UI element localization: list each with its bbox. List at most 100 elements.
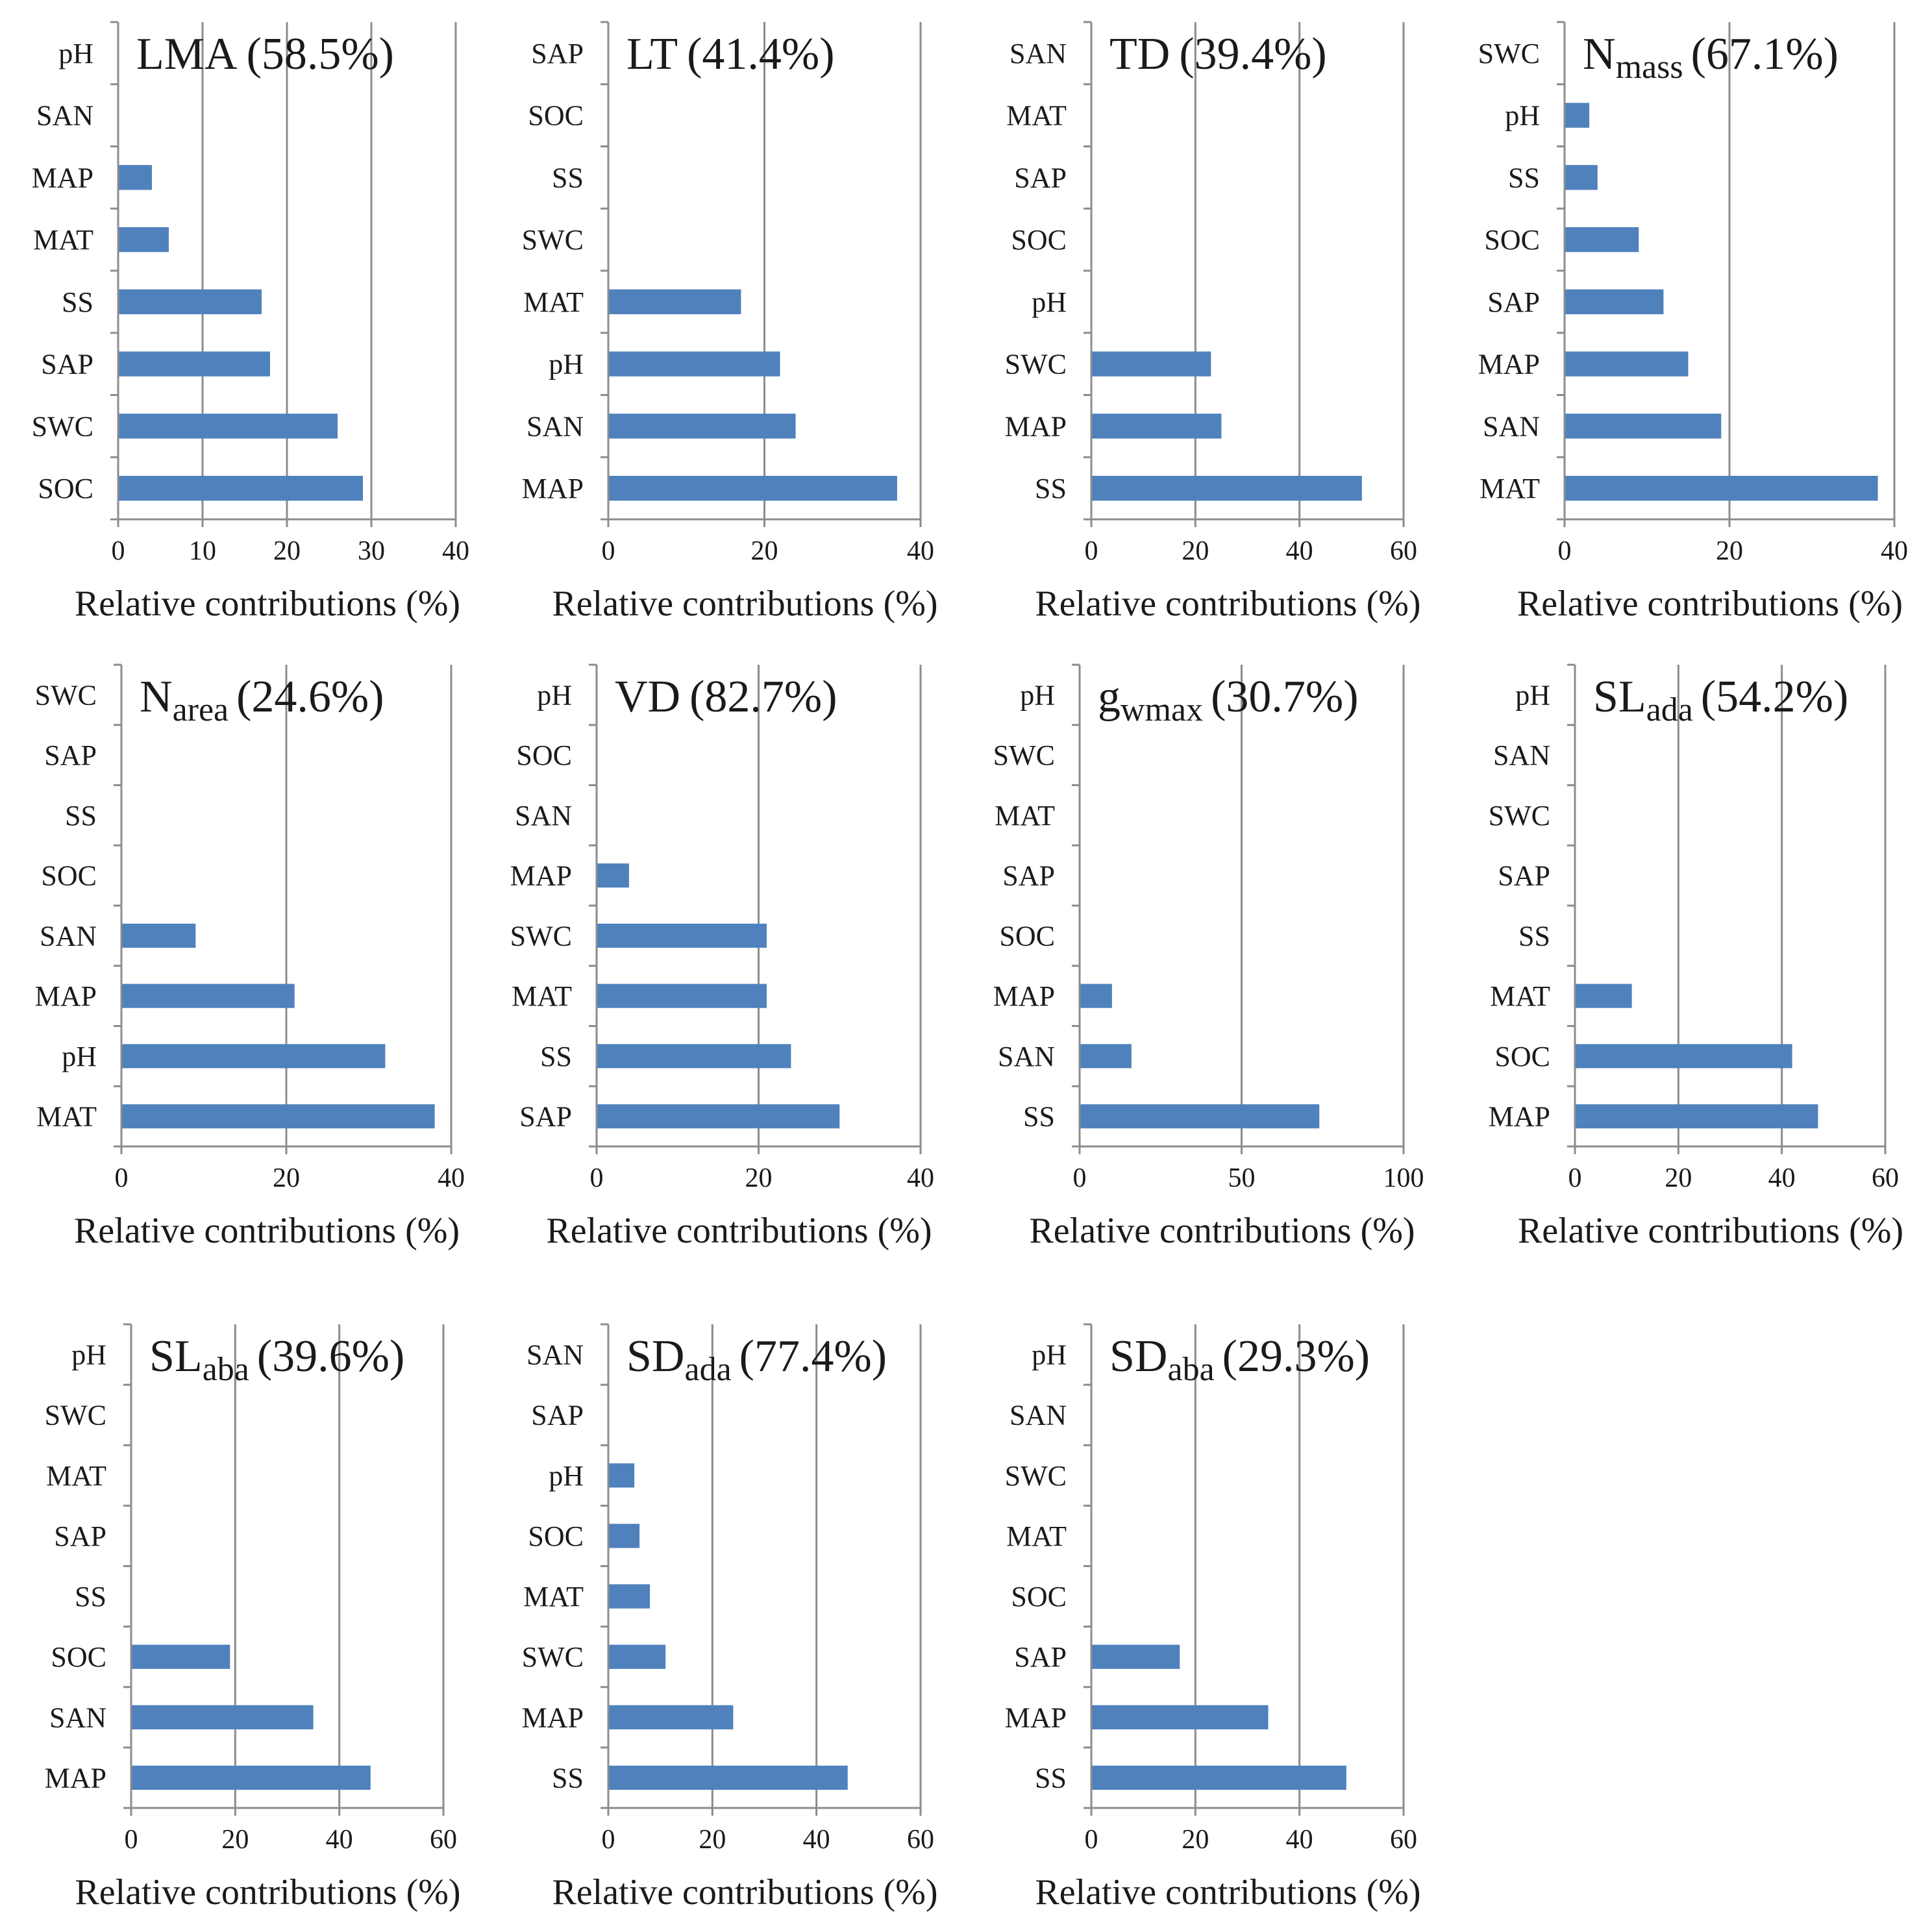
bar [119,289,262,315]
category-label: MAP [35,980,97,1012]
bar [122,1044,386,1069]
category-label: pH [62,1041,97,1072]
x-tick-label: 20 [1665,1163,1692,1193]
category-label: pH [1515,679,1550,711]
category-label: SAP [1487,286,1540,318]
category-label: pH [71,1339,106,1371]
category-label: SOC [51,1641,106,1673]
panel-title: TD (39.4%) [1109,29,1327,79]
x-tick-label: 40 [907,536,934,566]
bar [1565,227,1639,253]
category-label: SWC [1478,38,1540,69]
category-label: MAP [1478,349,1540,380]
bar [119,475,363,501]
bar [1576,1104,1818,1129]
title-percent: (41.4%) [687,29,834,79]
bar [1565,103,1590,128]
bar [122,923,196,948]
title-main: g [1098,672,1121,722]
bar [1080,1104,1320,1129]
category-label: SAP [519,1101,572,1133]
x-tick-label: 10 [189,536,216,566]
x-axis-label: Relative contributions (%) [1517,584,1903,624]
category-label: MAP [32,162,93,193]
category-label: MAP [1005,410,1067,442]
panel-title: gwmax (30.7%) [1098,672,1359,728]
category-label: MAP [510,860,572,892]
category-label: MAP [1489,1101,1550,1133]
category-label: SOC [516,739,572,771]
category-label: MAT [523,1581,584,1613]
bar [609,475,897,501]
category-label: SOC [38,473,93,504]
x-axis-label: Relative contributions (%) [74,1211,460,1251]
bar [132,1705,314,1729]
x-tick-label: 40 [1881,536,1908,566]
category-label: SAN [515,800,572,832]
bar [119,227,169,253]
bar [1092,414,1222,439]
x-axis-label: Relative contributions (%) [1518,1211,1903,1251]
category-label: SAN [36,100,93,132]
bar [609,1644,666,1669]
x-tick-label: 40 [1768,1163,1796,1193]
category-label: MAT [1490,980,1550,1012]
category-label: SS [552,162,584,193]
x-tick-label: 0 [125,1825,138,1855]
x-tick-label: 40 [803,1825,830,1855]
x-tick-label: 0 [602,1825,615,1855]
category-label: pH [1032,1339,1067,1371]
bar [609,351,780,377]
category-label: SOC [528,1520,584,1552]
x-tick-label: 0 [112,536,125,566]
bar [1092,1765,1346,1790]
x-tick-label: 50 [1228,1163,1256,1193]
x-tick-label: 20 [699,1825,726,1855]
category-label: SOC [528,100,584,132]
category-label: SWC [510,920,572,952]
x-axis-label: Relative contributions (%) [1035,584,1420,624]
title-subscript: ada [1646,691,1693,728]
x-tick-label: 30 [358,536,385,566]
title-main: SD [626,1331,684,1381]
x-tick-label: 60 [1872,1163,1899,1193]
category-label: SAP [44,739,97,771]
category-label: MAP [45,1762,106,1794]
x-tick-label: 0 [1073,1163,1087,1193]
title-percent: (54.2%) [1701,672,1848,722]
bar [132,1765,371,1790]
x-tick-label: 0 [1085,1825,1098,1855]
category-label: MAT [1480,473,1540,504]
chart-panel-1: 0 10 20 30 40 pH SAN MAP MAT SS SAP SWC SOC Relative … [32,21,469,624]
x-axis-label: Relative contributions (%) [1029,1211,1415,1251]
category-label: SOC [1011,224,1067,256]
chart-panel-5: 0 20 40 SWC SAP SS SOC SAN MAP pH MAT Relative cont… [35,663,465,1251]
x-tick-label: 20 [221,1825,249,1855]
bar [609,1584,650,1609]
bar [119,351,270,377]
bar [609,1463,635,1488]
category-label: SAN [1493,739,1550,771]
category-label: MAT [1006,1520,1067,1552]
category-label: MAP [522,473,584,504]
category-label: MAT [36,1101,97,1133]
chart-panel-7: 0 50 100 pH SWC MAT SAP SOC MAP SAN SS Relative con… [993,663,1424,1251]
category-label: MAT [995,800,1055,832]
category-label: SS [1035,1762,1067,1794]
x-tick-label: 0 [1085,536,1098,566]
bar [1092,475,1362,501]
title-percent: (77.4%) [739,1331,887,1381]
x-axis-label: Relative contributions (%) [75,1872,460,1912]
x-tick-label: 40 [326,1825,353,1855]
category-label: SS [540,1041,572,1072]
bar [609,1765,848,1790]
x-tick-label: 20 [1182,1825,1209,1855]
title-percent: (82.7%) [689,672,837,722]
category-label: pH [537,679,572,711]
category-label: pH [549,349,584,380]
category-label: MAT [523,286,584,318]
chart-panel-3: 0 20 40 60 SAN MAT SAP SOC pH SWC MAP SS Relative co… [1005,21,1421,624]
category-label: pH [1020,679,1055,711]
category-label: SOC [1484,224,1540,256]
title-percent: (30.7%) [1211,672,1358,722]
